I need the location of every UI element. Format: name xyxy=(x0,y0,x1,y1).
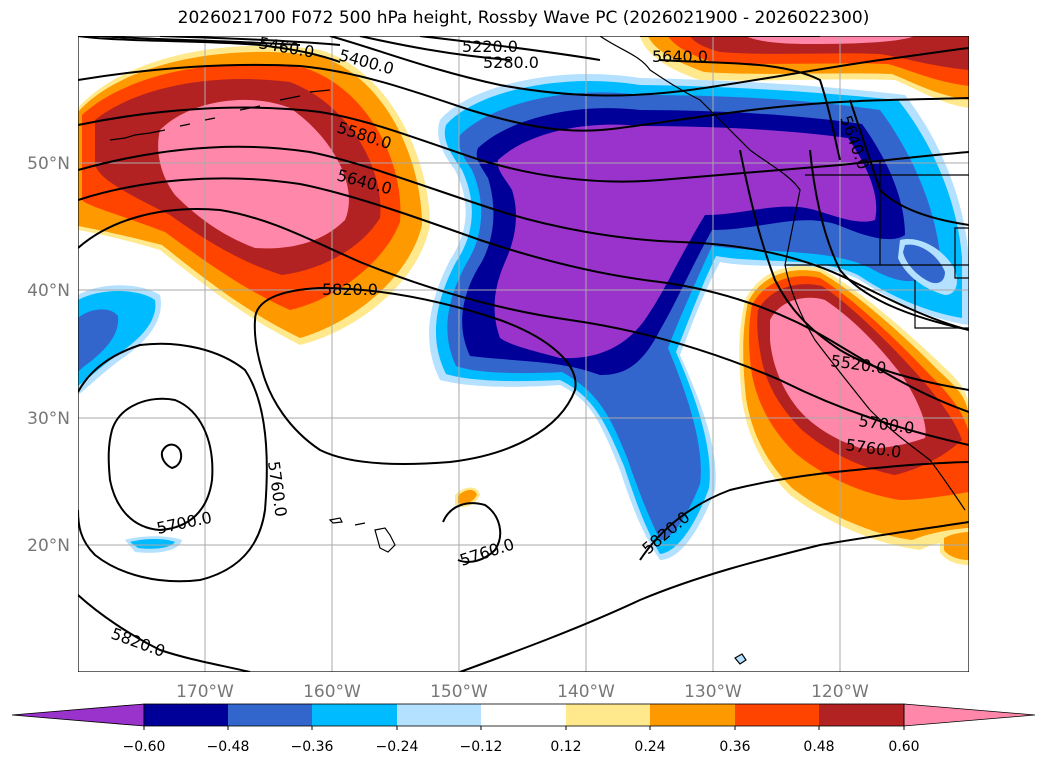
anomaly-pos-west-coast xyxy=(739,266,969,550)
colorbar-segment xyxy=(819,704,904,726)
colorbar-segment xyxy=(481,704,566,726)
figure-title: 2026021700 F072 500 hPa height, Rossby W… xyxy=(177,8,870,28)
lon-label: 130°W xyxy=(684,682,742,702)
graticule xyxy=(78,36,969,672)
contour-label: 5220.0 xyxy=(462,37,518,56)
colorbar-segment xyxy=(566,704,650,726)
colorbar-tick-label: −0.60 xyxy=(123,739,166,755)
colorbar-segment xyxy=(144,704,228,726)
contour-label: 5820.0 xyxy=(322,280,378,299)
anomaly-pos-aleutian xyxy=(78,45,430,346)
lon-label: 160°W xyxy=(303,682,361,702)
height-contours xyxy=(78,36,969,672)
colorbar-tick-label: 0.60 xyxy=(888,739,919,755)
colorbar-extend-left xyxy=(11,703,145,727)
lon-label: 120°W xyxy=(811,682,869,702)
colorbar: −0.60 −0.48 −0.36 −0.24 −0.12 0.12 0.24 0.36 0.4… xyxy=(11,703,1036,755)
lon-label: 150°W xyxy=(430,682,488,702)
colorbar-segment xyxy=(228,704,312,726)
colorbar-tick-label: 0.12 xyxy=(550,739,581,755)
colorbar-tick-label: −0.48 xyxy=(207,739,250,755)
lat-label: 20°N xyxy=(27,536,70,556)
contour-label: 5280.0 xyxy=(483,53,539,72)
colorbar-segment xyxy=(650,704,735,726)
lon-label: 140°W xyxy=(557,682,615,702)
colorbar-extend-right xyxy=(903,703,1036,727)
lat-label: 30°N xyxy=(27,409,70,429)
colorbar-tick-label: 0.36 xyxy=(719,739,750,755)
lat-labels: 50°N 40°N 30°N 20°N xyxy=(27,154,70,556)
colorbar-tick-label: −0.36 xyxy=(291,739,334,755)
colorbar-segment xyxy=(397,704,481,726)
lat-label: 40°N xyxy=(27,281,70,301)
lat-label: 50°N xyxy=(27,154,70,174)
colorbar-tick-label: −0.12 xyxy=(460,739,503,755)
colorbar-tick-label: −0.24 xyxy=(376,739,419,755)
map-panel: 5460.0 5400.0 5220.0 5280.0 5580.0 5640.… xyxy=(78,36,969,672)
lon-label: 170°W xyxy=(176,682,234,702)
colorbar-segment xyxy=(312,704,397,726)
colorbar-segment xyxy=(735,704,819,726)
colorbar-tick-label: 0.24 xyxy=(634,739,665,755)
lon-labels: 170°W 160°W 150°W 140°W 130°W 120°W xyxy=(176,682,869,702)
colorbar-tick-label: 0.48 xyxy=(803,739,834,755)
contour-label: 5640.0 xyxy=(652,47,708,66)
